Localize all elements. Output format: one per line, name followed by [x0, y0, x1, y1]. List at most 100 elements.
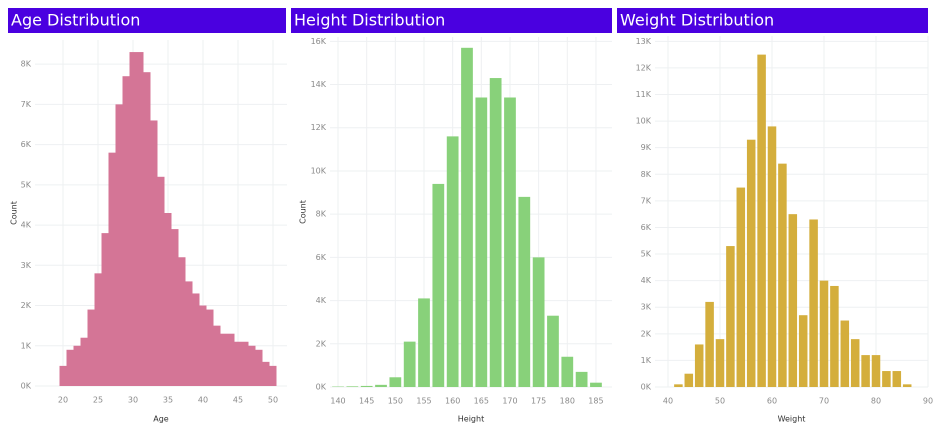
y-tick-label: 9K: [641, 143, 652, 152]
bar: [840, 320, 850, 387]
bar: [902, 384, 912, 387]
bar: [73, 345, 81, 386]
panel-title: Age Distribution: [11, 11, 140, 30]
bar: [830, 285, 839, 387]
bar: [234, 341, 242, 386]
y-tick-label: 4K: [316, 296, 327, 305]
bar: [798, 315, 808, 387]
y-tick-label: 3K: [641, 303, 652, 312]
bar: [192, 293, 200, 386]
bar: [150, 120, 158, 386]
x-tick-label: 40: [198, 396, 208, 405]
y-tick-label: 16K: [311, 37, 327, 46]
bar: [518, 196, 531, 387]
x-tick-label: 80: [871, 397, 881, 406]
x-tick-label: 25: [93, 396, 103, 405]
y-tick-label: 8K: [21, 60, 32, 69]
bar: [850, 339, 860, 387]
x-tick-label: 50: [715, 397, 725, 406]
y-tick-label: 14K: [311, 80, 327, 89]
bar: [220, 333, 228, 386]
bar: [746, 139, 756, 387]
x-tick-label: 145: [359, 397, 374, 406]
y-tick-label: 13K: [636, 37, 652, 46]
bar: [164, 213, 172, 386]
x-tick-label: 165: [474, 397, 489, 406]
y-tick-label: 1K: [641, 356, 652, 365]
y-tick-label: 2K: [21, 301, 32, 310]
bar: [262, 361, 270, 386]
y-tick-label: 4K: [21, 221, 32, 230]
panel-header: [8, 8, 286, 33]
panel-header: [291, 8, 612, 33]
bar: [346, 386, 359, 387]
bar: [241, 341, 249, 386]
bar: [736, 187, 746, 387]
panel-title: Weight Distribution: [620, 11, 774, 30]
bar: [206, 309, 214, 386]
x-tick-label: 175: [531, 397, 546, 406]
bar: [489, 78, 502, 388]
y-tick-label: 10K: [311, 166, 327, 175]
bar: [66, 349, 74, 386]
y-tick-label: 10K: [636, 117, 652, 126]
bar: [561, 356, 574, 387]
x-axis-title: Weight: [778, 415, 806, 424]
y-tick-label: 2K: [316, 339, 327, 348]
x-tick-label: 30: [128, 396, 138, 405]
bar: [269, 365, 277, 386]
bar: [871, 355, 881, 387]
bar: [418, 298, 430, 387]
bar: [255, 349, 263, 386]
y-tick-label: 0K: [21, 382, 32, 391]
y-tick-label: 5K: [21, 180, 32, 189]
x-tick-label: 140: [330, 397, 345, 406]
y-tick-label: 11K: [636, 90, 652, 99]
bar: [108, 152, 116, 386]
bar: [360, 385, 373, 387]
bar: [715, 339, 725, 387]
x-tick-label: 150: [388, 397, 403, 406]
y-tick-label: 12K: [636, 63, 652, 72]
bar: [248, 345, 256, 386]
bar: [375, 384, 387, 387]
y-tick-label: 0K: [641, 383, 652, 392]
bar: [59, 365, 67, 386]
bar: [726, 246, 735, 387]
x-axis-title: Height: [458, 415, 484, 424]
x-tick-label: 45: [233, 396, 243, 405]
bar: [157, 176, 165, 386]
x-tick-label: 185: [588, 397, 603, 406]
bar: [547, 315, 559, 387]
bar: [684, 373, 694, 387]
bar: [178, 257, 186, 386]
y-tick-label: 2K: [641, 329, 652, 338]
x-tick-label: 35: [163, 396, 173, 405]
bar: [575, 371, 588, 387]
bar: [129, 52, 137, 387]
x-tick-label: 40: [663, 397, 673, 406]
x-tick-label: 20: [58, 396, 68, 405]
bar: [475, 97, 488, 387]
bar: [432, 183, 445, 387]
bar: [101, 233, 109, 386]
x-tick-label: 50: [268, 396, 278, 405]
y-tick-label: 1K: [21, 341, 32, 350]
x-tick-label: 70: [819, 397, 829, 406]
y-tick-label: 8K: [316, 210, 327, 219]
y-tick-label: 6K: [21, 140, 32, 149]
bar: [94, 273, 102, 386]
bar: [809, 219, 818, 387]
bar: [892, 371, 902, 387]
bar: [674, 384, 683, 387]
bar: [122, 76, 130, 387]
x-tick-label: 155: [416, 397, 431, 406]
bar: [819, 280, 829, 387]
bar: [590, 382, 602, 387]
bar: [446, 136, 459, 387]
bar: [115, 104, 123, 386]
panel-title: Height Distribution: [294, 11, 445, 30]
bar: [882, 371, 891, 387]
